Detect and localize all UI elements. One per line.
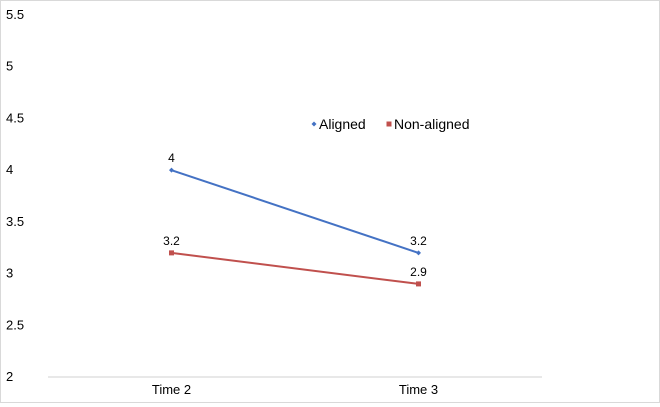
series-line-aligned (171, 169, 419, 254)
data-label: 2.9 (410, 265, 427, 279)
series-group: 4 3.2 3.2 2.9 (163, 151, 427, 287)
data-point-marker (416, 281, 421, 287)
legend-label: Aligned (319, 116, 366, 132)
y-tick-label: 5.5 (6, 7, 24, 22)
y-tick-labels: 2 2.5 3 3.5 4 4.5 5 5.5 (6, 7, 24, 384)
legend-marker (386, 121, 392, 127)
data-point-marker (169, 167, 174, 173)
y-tick-label: 4.5 (6, 110, 24, 125)
data-label: 3.2 (410, 234, 427, 248)
y-tick-label: 5 (6, 59, 13, 74)
data-label: 3.2 (163, 234, 180, 248)
data-label: 4 (168, 151, 175, 165)
data-point-marker (416, 250, 421, 256)
y-tick-label: 4 (6, 162, 13, 177)
y-tick-label: 3 (6, 266, 13, 281)
legend-marker (311, 121, 317, 127)
y-tick-label: 2 (6, 369, 13, 384)
legend: Aligned Non-aligned (311, 116, 470, 132)
y-tick-label: 3.5 (6, 214, 24, 229)
legend-label: Non-aligned (394, 116, 470, 132)
x-tick-label: Time 2 (152, 382, 191, 397)
series-line-non-aligned (171, 251, 419, 285)
x-tick-label: Time 3 (399, 382, 438, 397)
y-tick-label: 2.5 (6, 317, 24, 332)
x-tick-labels: Time 2 Time 3 (152, 382, 438, 397)
data-point-marker (169, 250, 174, 256)
